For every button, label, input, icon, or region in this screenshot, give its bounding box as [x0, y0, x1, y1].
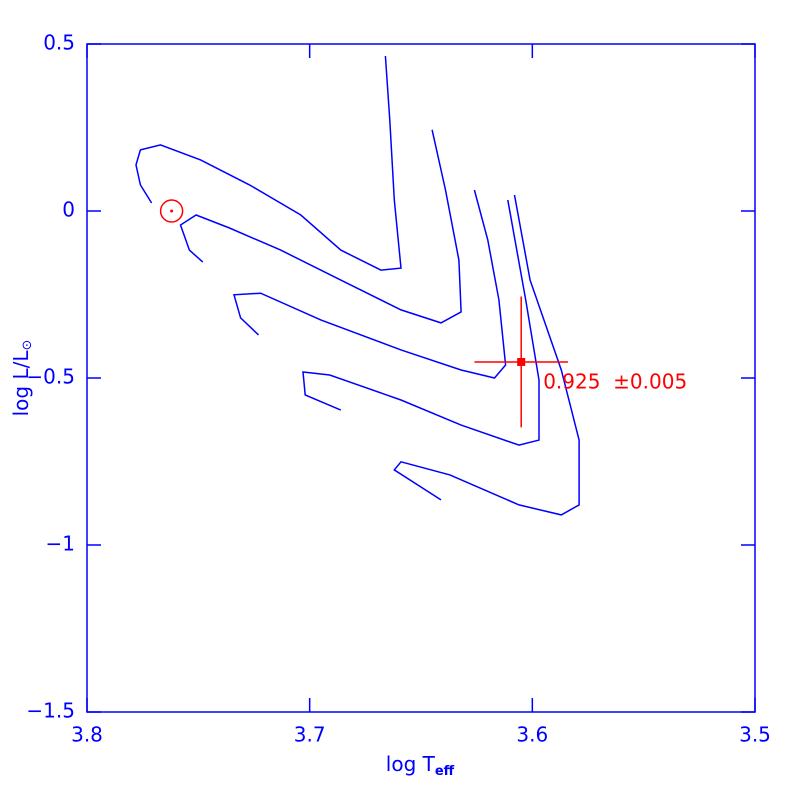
x-tick-label: 3.5	[739, 723, 771, 747]
track-line	[302, 199, 540, 446]
y-label-sub: ⊙	[20, 340, 35, 351]
x-tick-label: 3.6	[516, 723, 548, 747]
x-tick-label: 3.7	[294, 723, 326, 747]
x-axis-label: log Teff	[386, 752, 455, 779]
x-label-sub: eff	[435, 764, 455, 779]
y-axis-label: log L/L⊙	[9, 340, 35, 417]
track-line	[135, 55, 402, 271]
y-tick-label: −0.5	[26, 365, 75, 389]
x-tick-label: 3.8	[71, 723, 103, 747]
sun-marker	[159, 199, 184, 223]
data-point	[517, 357, 526, 366]
sun-dot	[170, 209, 174, 213]
y-tick-label: −1	[46, 532, 75, 556]
y-tick-label: −1.5	[26, 699, 75, 723]
x-label-text: log T	[386, 752, 436, 776]
y-tick-label: 0	[62, 198, 75, 222]
y-label-text: log L/L	[9, 350, 33, 417]
track-line	[179, 129, 462, 324]
track-line	[233, 189, 507, 379]
track-line	[393, 194, 580, 516]
y-tick-label: 0.5	[43, 31, 75, 55]
point-label: 0.925 ±0.005	[543, 369, 687, 393]
